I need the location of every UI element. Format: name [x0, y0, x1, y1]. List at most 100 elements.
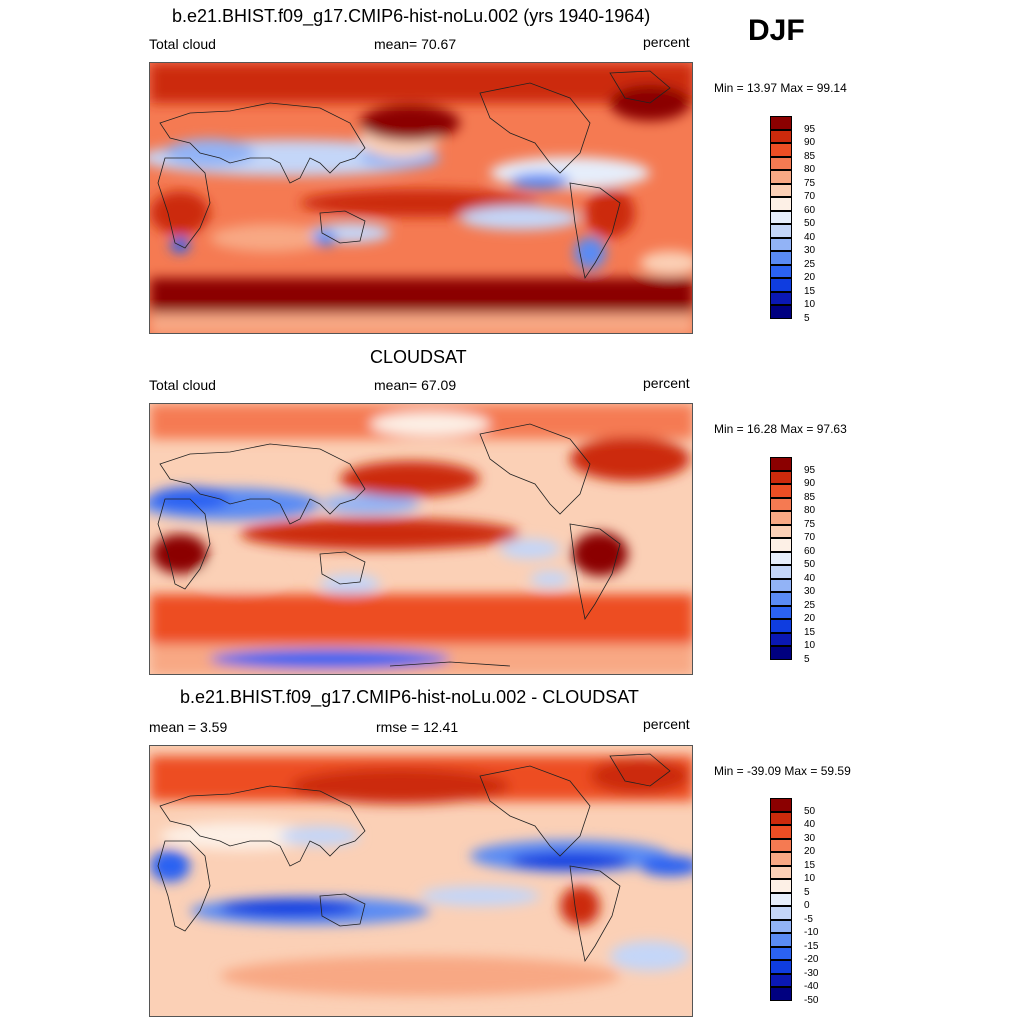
colorbar-swatch: [770, 116, 792, 130]
map-field: [150, 63, 692, 333]
colorbar-swatch: [770, 291, 792, 305]
colorbar-swatch: [770, 892, 792, 906]
colorbar-swatch: [770, 946, 792, 960]
colorbar-tick-label: 15: [804, 285, 816, 297]
colorbar-tick-label: -40: [804, 981, 819, 992]
colorbar-swatch: [770, 879, 792, 893]
colorbar-swatch: [770, 551, 792, 565]
colorbar-tick-label: 75: [804, 177, 816, 189]
colorbar-tick-label: 15: [804, 859, 816, 871]
map-field: [150, 746, 692, 1016]
colorbar-swatch: [770, 183, 792, 197]
colorbar-swatch: [770, 838, 792, 852]
units-label: percent: [643, 34, 690, 50]
colorbar-swatch: [770, 646, 792, 660]
colorbar-tick-label: 10: [804, 299, 816, 310]
colorbar-swatch: [770, 511, 792, 525]
colorbar-swatch: [770, 197, 792, 211]
colorbar-tick-label: 50: [804, 218, 816, 229]
colorbar-tick-label: 70: [804, 191, 816, 202]
colorbar-swatch: [770, 251, 792, 265]
colorbar-swatch: [770, 811, 792, 825]
mean-label: mean= 70.67: [374, 36, 457, 52]
colorbar-tick-label: 70: [804, 532, 816, 543]
colorbar-swatch: [770, 919, 792, 933]
colorbar-tick-label: 30: [804, 832, 816, 844]
min-max-label: Min = 16.28 Max = 97.63: [714, 422, 847, 436]
colorbar-tick-label: -5: [804, 913, 813, 925]
colorbar-swatch: [770, 264, 792, 278]
map-field: [150, 404, 692, 674]
colorbar-swatch: [770, 906, 792, 920]
colorbar-tick-label: 60: [804, 204, 816, 216]
colorbar-tick-label: 60: [804, 545, 816, 557]
colorbar-swatch: [770, 170, 792, 184]
mean-label: mean = 3.59: [149, 719, 228, 735]
colorbar-swatch: [770, 960, 792, 974]
colorbar-tick-label: 5: [804, 312, 810, 324]
colorbar-swatch: [770, 852, 792, 866]
colorbar-swatch: [770, 457, 792, 471]
min-max-label: Min = -39.09 Max = 59.59: [714, 764, 851, 778]
colorbar-swatch: [770, 798, 792, 812]
colorbar-tick-label: 90: [804, 478, 816, 489]
colorbar-tick-label: -30: [804, 967, 819, 979]
colorbar-tick-label: 40: [804, 231, 816, 243]
colorbar-tick-label: 25: [804, 599, 816, 611]
colorbar-tick-label: 10: [804, 873, 816, 884]
map-observation: [149, 403, 693, 675]
colorbar-swatch: [770, 605, 792, 619]
colorbar-tick-label: 30: [804, 245, 816, 256]
colorbar-tick-label: 0: [804, 900, 810, 911]
colorbar-swatch: [770, 619, 792, 633]
units-label: percent: [643, 716, 690, 732]
colorbar-tick-label: 25: [804, 258, 816, 270]
colorbar-swatch: [770, 156, 792, 170]
rmse-label: rmse = 12.41: [376, 719, 459, 735]
colorbar-tick-label: -50: [804, 994, 819, 1006]
colorbar-swatch: [770, 470, 792, 484]
colorbar-swatch: [770, 210, 792, 224]
map-model: [149, 62, 693, 334]
colorbar-swatch: [770, 865, 792, 879]
colorbar-tick-label: 5: [804, 886, 810, 898]
colorbar-tick-label: 20: [804, 272, 816, 283]
colorbar-swatch: [770, 237, 792, 251]
colorbar-swatch: [770, 825, 792, 839]
colorbar-swatch: [770, 592, 792, 606]
colorbar-swatch: [770, 538, 792, 552]
colorbar-tick-label: 5: [804, 653, 810, 665]
colorbar-swatch: [770, 278, 792, 292]
variable-label: Total cloud: [149, 36, 216, 52]
colorbar-tick-label: 75: [804, 518, 816, 530]
colorbar-tick-label: 95: [804, 123, 816, 135]
colorbar-tick-label: 90: [804, 137, 816, 148]
colorbar-tick-label: 40: [804, 572, 816, 584]
colorbar-swatch: [770, 578, 792, 592]
colorbar-swatch: [770, 484, 792, 498]
season-label: DJF: [748, 14, 805, 47]
colorbar-tick-label: -10: [804, 927, 819, 938]
colorbar-tick-label: 15: [804, 626, 816, 638]
colorbar-tick-label: 20: [804, 613, 816, 624]
colorbar-tick-label: 50: [804, 805, 816, 817]
colorbar-swatch: [770, 129, 792, 143]
variable-label: Total cloud: [149, 377, 216, 393]
colorbar-tick-label: 80: [804, 164, 816, 175]
panel-title: CLOUDSAT: [370, 347, 467, 367]
colorbar-swatch: [770, 565, 792, 579]
colorbar-swatch: [770, 143, 792, 157]
colorbar-tick-label: -20: [804, 954, 819, 965]
colorbar-tick-label: 30: [804, 586, 816, 597]
colorbar-swatch: [770, 632, 792, 646]
panel-title: b.e21.BHIST.f09_g17.CMIP6-hist-noLu.002 …: [172, 6, 651, 26]
colorbar-tick-label: 85: [804, 150, 816, 162]
colorbar-tick-label: 80: [804, 505, 816, 516]
colorbar-swatch: [770, 224, 792, 238]
colorbar-tick-label: 10: [804, 640, 816, 651]
colorbar-tick-label: 50: [804, 559, 816, 570]
colorbar-swatch: [770, 497, 792, 511]
colorbar-tick-label: 20: [804, 846, 816, 857]
mean-label: mean= 67.09: [374, 377, 457, 393]
colorbar-tick-label: 95: [804, 464, 816, 476]
